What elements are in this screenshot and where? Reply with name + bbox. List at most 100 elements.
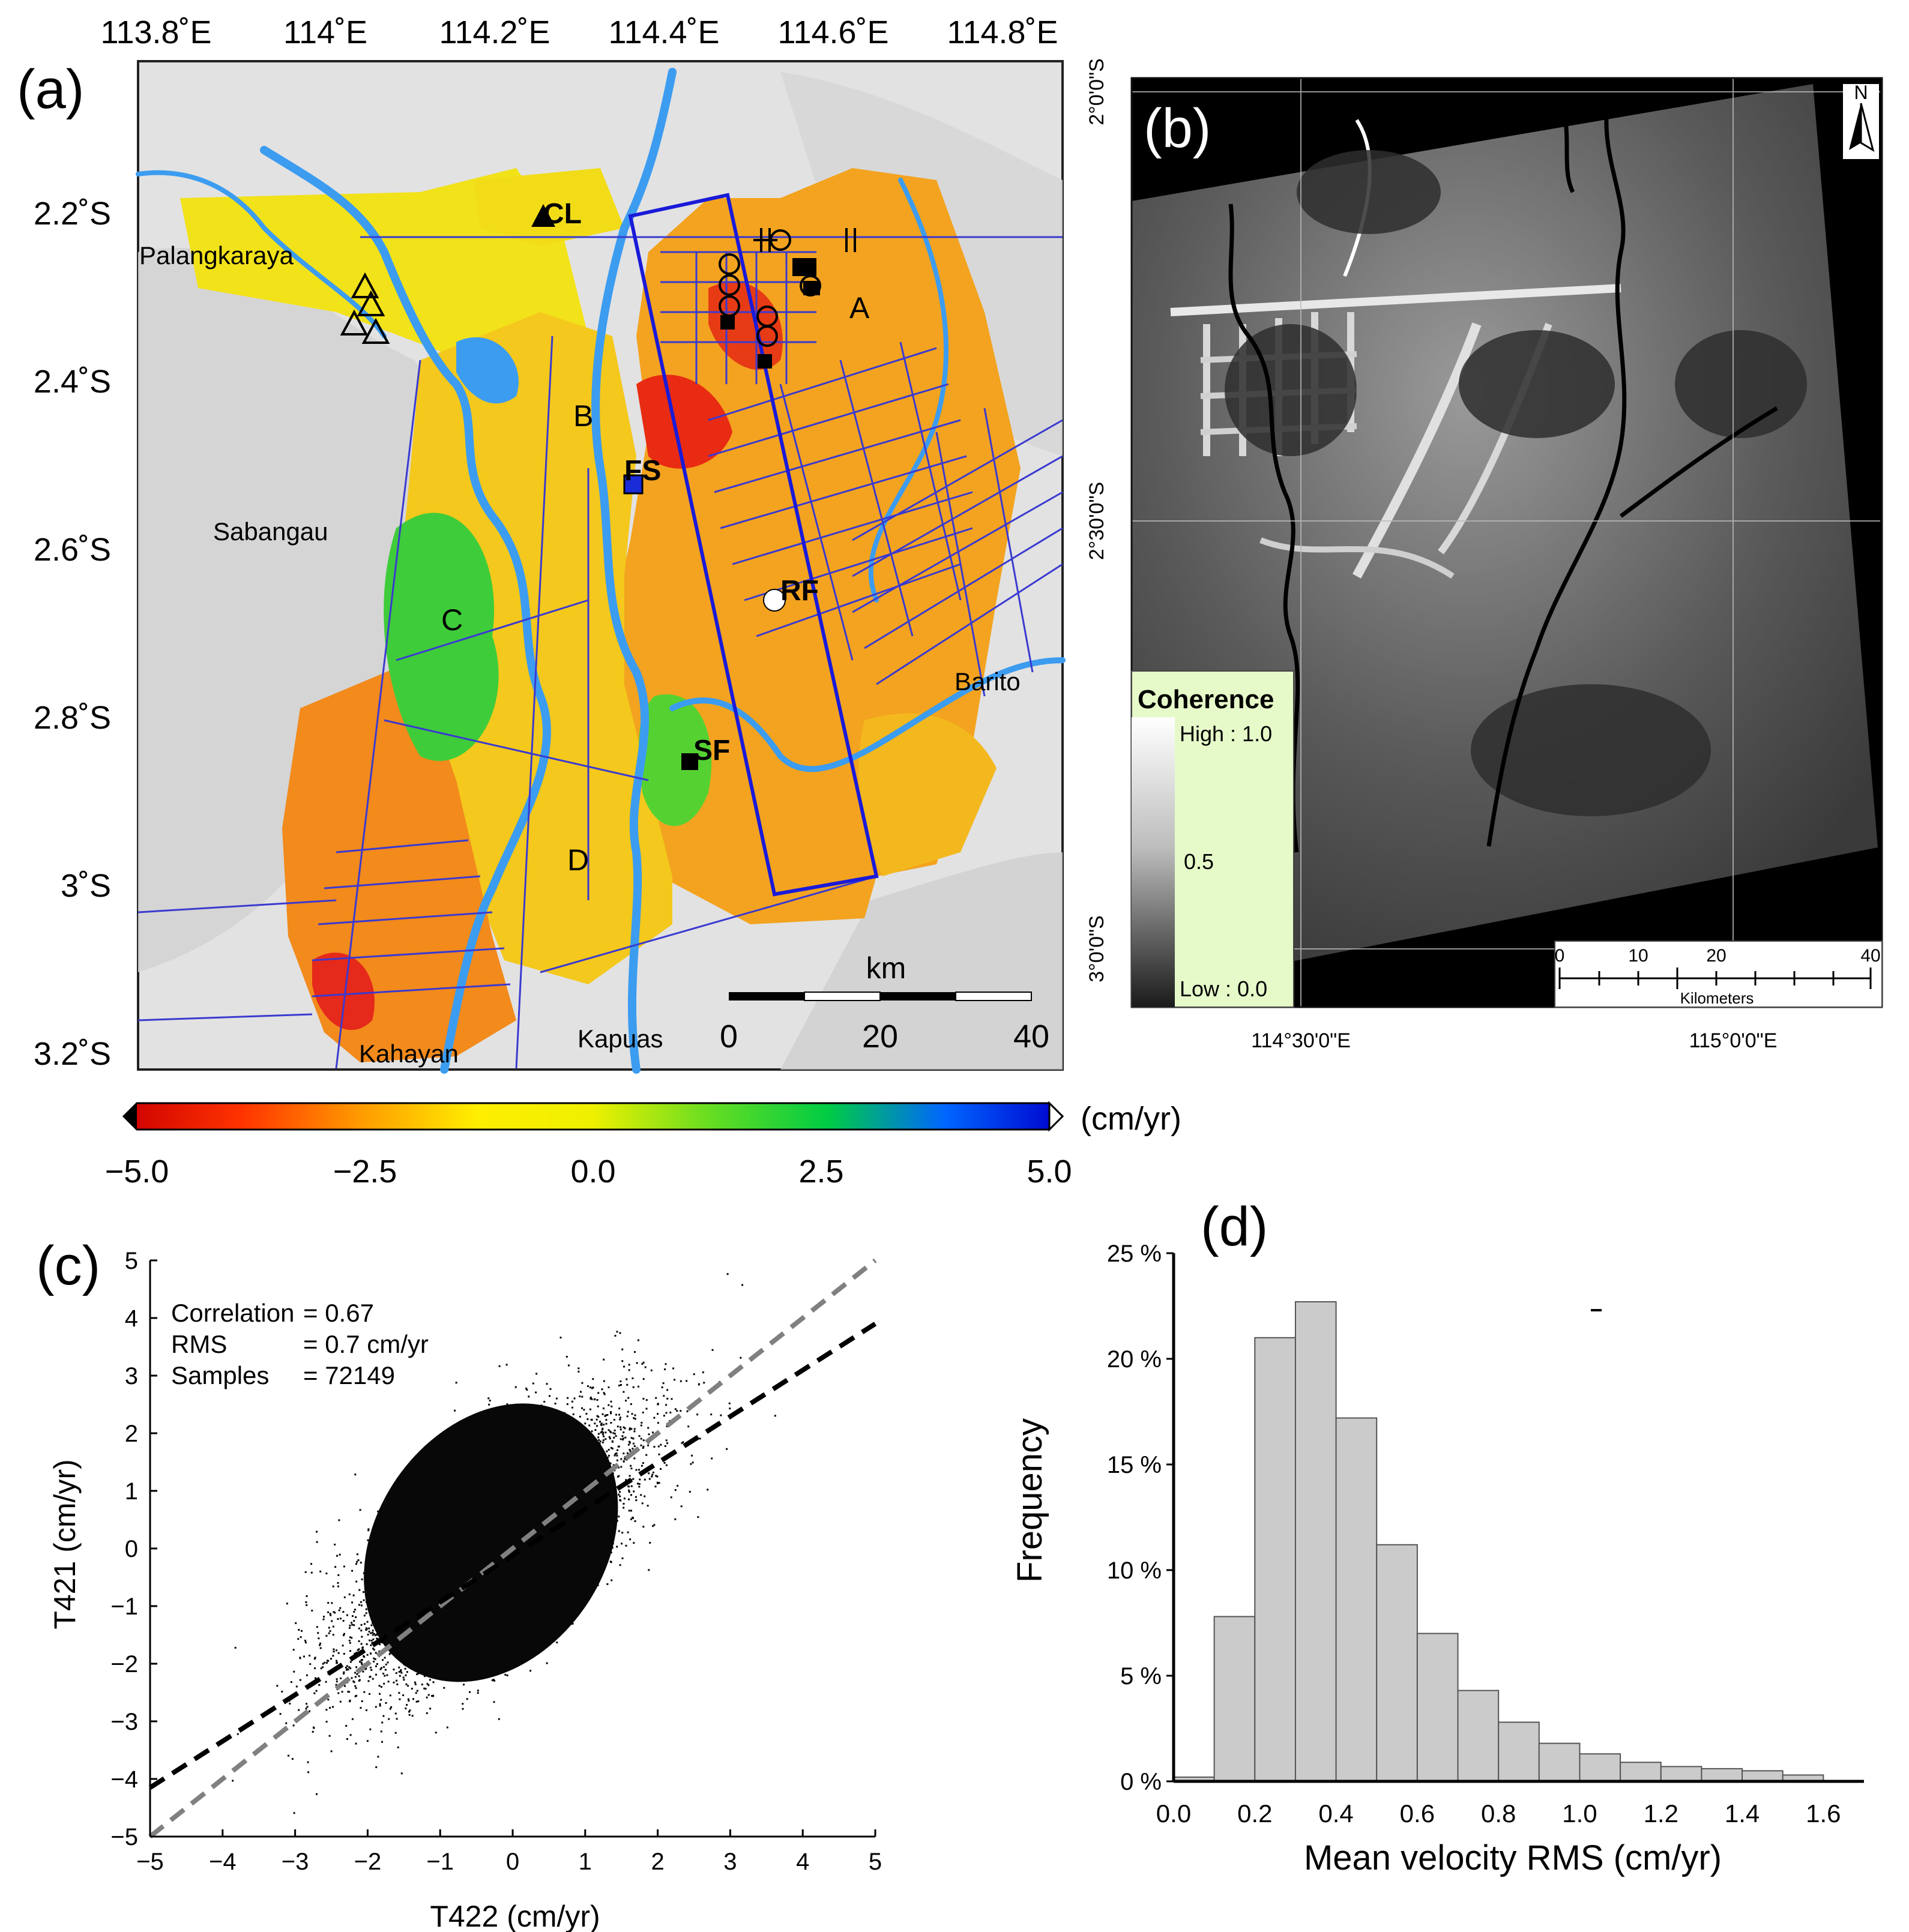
histogram-x-tick-label: 0.6 <box>1400 1799 1435 1828</box>
colorbar-tick-label: 0.0 <box>570 1154 615 1190</box>
histogram-bar <box>1701 1768 1743 1782</box>
zone-a-label: A <box>849 291 870 325</box>
scatter-black-dashed-line <box>148 1322 877 1790</box>
map-b-frame <box>1130 77 1883 1008</box>
site-sf-marker <box>681 753 698 770</box>
circle-marker <box>756 325 778 347</box>
square-marker <box>758 354 772 369</box>
histogram-x-tick-label: 1.4 <box>1725 1799 1760 1828</box>
map-b-lat-2-0: 2°0'0"S <box>1085 58 1108 125</box>
region-red-1 <box>636 375 732 469</box>
colorbar-tick-label: 5.0 <box>1027 1154 1072 1190</box>
place-palangkaraya: Palangkaraya <box>139 241 294 269</box>
panel-c-scatter: (c) −5 −4 −3 −2 −1 0 1 2 3 4 5 −5 −4 −3 −2 −1 0 1 2 3 4 5 Cor… <box>36 1235 882 1932</box>
histogram-y-tick-label: 15 % <box>1107 1452 1162 1478</box>
region-red-3 <box>312 952 375 1031</box>
scatter-ylabel: T421 (cm/yr) <box>48 1459 82 1629</box>
triangle-marker <box>351 272 379 298</box>
histogram-bar <box>1579 1753 1621 1782</box>
panel-label-d: (d) <box>1201 1196 1268 1257</box>
colorbar-body <box>122 1102 1064 1131</box>
triangle-marker <box>361 317 390 344</box>
map-a-lon-label: 114˚E <box>283 14 367 50</box>
zone-d-label: D <box>567 843 589 877</box>
scatter-stat-value: = 72149 <box>303 1361 395 1389</box>
scatter-y-tick-label: 4 <box>125 1305 138 1332</box>
colorbar-tick-label: −2.5 <box>333 1154 397 1190</box>
scalebar-tick-20: 20 <box>862 1019 898 1055</box>
site-fs-marker <box>623 474 644 495</box>
cross-marker <box>753 228 777 252</box>
map-b-scalebar-tick-0: 0 <box>1555 946 1565 966</box>
histogram-x-tick-label: 0.4 <box>1318 1799 1353 1828</box>
square-marker <box>792 258 816 276</box>
scatter-stat-label: Correlation <box>171 1299 294 1327</box>
histogram-bar <box>1376 1544 1418 1782</box>
histogram-bar <box>1213 1616 1256 1782</box>
scalebar-unit: km <box>866 951 906 985</box>
north-arrow-icon: N <box>1843 82 1879 159</box>
scatter-stat-value: = 0.7 cm/yr <box>303 1330 429 1358</box>
panel-d-histogram: (d) 0.0 0.2 0.4 0.6 0.8 1.0 1.2 1.4 1.6 0 % 5 % 10 … <box>1010 1196 1864 1877</box>
scalebar-tick-40: 40 <box>1013 1019 1049 1055</box>
place-barito: Barito <box>954 667 1021 696</box>
site-rf-marker <box>763 589 786 612</box>
map-a-lat-label: 2.8˚S <box>34 700 111 736</box>
circle-marker <box>719 274 740 296</box>
square-marker <box>803 281 820 295</box>
map-a-square-markers <box>720 258 820 369</box>
histogram-bar <box>1254 1337 1296 1783</box>
place-kahayan: Kahayan <box>359 1040 459 1068</box>
scatter-gray-dashed-line <box>148 1258 877 1839</box>
scatter-stat-value: = 0.67 <box>303 1299 374 1327</box>
region-cl-block <box>474 168 624 246</box>
square-marker <box>720 315 735 330</box>
scatter-y-tick-label: −3 <box>110 1709 138 1735</box>
scatter-stat-label: RMS <box>171 1330 227 1358</box>
histogram-y-tick-label: 20 % <box>1107 1346 1162 1373</box>
map-a-lake <box>456 337 519 404</box>
histogram-y-tick-label: 25 % <box>1107 1241 1162 1267</box>
colorbar: (cm/yr) −5.0 −2.5 0.0 2.5 5.0 <box>105 1101 1181 1190</box>
map-a-lon-label: 114.8˚E <box>947 14 1058 50</box>
histogram-bar <box>1294 1301 1337 1782</box>
colorbar-ticks: −5.0 −2.5 0.0 2.5 5.0 <box>105 1154 1072 1190</box>
coherence-legend-title: Coherence <box>1138 685 1274 714</box>
histogram-bar <box>1498 1721 1540 1782</box>
scatter-x-tick-label: −5 <box>136 1849 164 1875</box>
map-a-lon-label: 114.2˚E <box>439 14 550 50</box>
scalebar-tick-0: 0 <box>720 1019 738 1055</box>
scatter-fit-lines <box>148 1258 877 1839</box>
zone-c-label: C <box>441 603 463 637</box>
panel-b-map: (b) N Coherence High : 1.0 0.5 Low : 0.0… <box>1085 58 1883 1052</box>
coherence-legend-high: High : 1.0 <box>1180 721 1272 746</box>
histogram-bar <box>1620 1762 1662 1783</box>
scatter-x-tick-label: 4 <box>796 1849 809 1875</box>
map-b-scalebar: 0 10 20 40 Kilometers <box>1554 940 1883 1008</box>
histogram-bar <box>1538 1742 1581 1782</box>
map-a-lon-label: 114.4˚E <box>608 14 719 50</box>
cross-marker <box>845 228 856 252</box>
scatter-x-tick-label: 0 <box>506 1849 519 1875</box>
triangle-marker <box>340 309 369 336</box>
histogram-x-tick-label: 0.2 <box>1237 1799 1272 1828</box>
site-cl-marker <box>531 204 555 227</box>
histogram-bars <box>1173 1301 1824 1783</box>
coherence-dark-areas <box>1225 150 1807 816</box>
colorbar-tick-label: 2.5 <box>798 1154 843 1190</box>
histogram-bar <box>1457 1690 1500 1782</box>
scatter-y-tick-label: −2 <box>110 1651 138 1678</box>
map-a-lon-label: 113.8˚E <box>100 14 211 50</box>
study-area-outline <box>628 193 879 897</box>
scatter-y-tick-label: 2 <box>125 1421 138 1447</box>
histogram-bar <box>1660 1766 1702 1783</box>
map-b-lon-115-0: 115°0'0"E <box>1689 1029 1778 1052</box>
histogram-x-tick-label: 0.8 <box>1481 1799 1516 1828</box>
map-a-markers <box>340 228 856 347</box>
colorbar-arrow-low <box>124 1103 137 1130</box>
histogram-bar <box>1335 1417 1378 1783</box>
colorbar-arrow-high <box>1048 1101 1064 1132</box>
map-b-lon-114-30: 114°30'0"E <box>1251 1029 1351 1052</box>
panel-label-b: (b) <box>1144 98 1211 159</box>
